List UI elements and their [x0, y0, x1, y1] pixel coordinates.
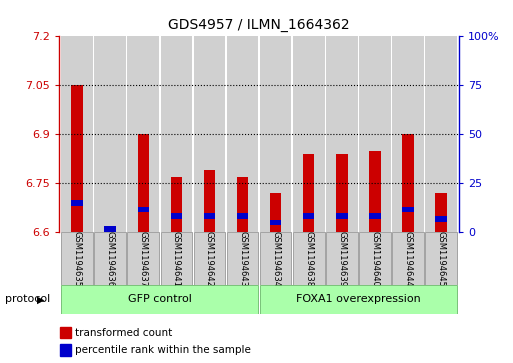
Text: FOXA1 overexpression: FOXA1 overexpression — [296, 294, 421, 305]
Bar — [303, 154, 314, 232]
Bar — [336, 213, 347, 219]
Bar — [204, 213, 215, 219]
Bar — [171, 177, 182, 232]
Bar — [293, 232, 325, 285]
Text: percentile rank within the sample: percentile rank within the sample — [75, 345, 251, 355]
Bar — [270, 220, 282, 225]
Bar — [359, 232, 391, 285]
Text: ▶: ▶ — [37, 294, 45, 305]
Bar — [161, 232, 192, 285]
Bar — [137, 134, 149, 232]
Text: GSM1194637: GSM1194637 — [139, 231, 148, 287]
Bar — [270, 193, 282, 232]
Bar — [60, 344, 71, 356]
Bar — [392, 36, 424, 232]
Bar — [260, 232, 291, 285]
Text: GSM1194634: GSM1194634 — [271, 231, 280, 287]
Text: GSM1194636: GSM1194636 — [106, 231, 115, 287]
Bar — [236, 213, 248, 219]
Bar — [94, 232, 126, 285]
Bar — [62, 285, 259, 314]
Bar — [227, 36, 259, 232]
Text: GSM1194640: GSM1194640 — [370, 231, 379, 286]
Bar — [193, 232, 225, 285]
Bar — [326, 36, 358, 232]
Bar — [60, 327, 71, 338]
Bar — [402, 134, 413, 232]
Bar — [161, 36, 192, 232]
Text: GSM1194641: GSM1194641 — [172, 231, 181, 286]
Bar — [402, 207, 413, 212]
Bar — [303, 213, 314, 219]
Bar — [94, 36, 126, 232]
Bar — [204, 170, 215, 232]
Bar — [236, 177, 248, 232]
Bar — [369, 151, 381, 232]
Bar — [193, 36, 225, 232]
Bar — [260, 36, 291, 232]
Bar — [71, 85, 83, 232]
Bar — [127, 36, 159, 232]
Bar — [326, 232, 358, 285]
Bar — [62, 232, 93, 285]
Bar — [392, 232, 424, 285]
Text: GSM1194639: GSM1194639 — [337, 231, 346, 287]
Bar — [336, 154, 347, 232]
Bar — [359, 36, 391, 232]
Bar — [127, 232, 159, 285]
Bar — [105, 226, 116, 232]
Bar — [71, 200, 83, 206]
Bar — [435, 193, 447, 232]
Text: protocol: protocol — [5, 294, 50, 305]
Title: GDS4957 / ILMN_1664362: GDS4957 / ILMN_1664362 — [168, 19, 350, 33]
Text: GFP control: GFP control — [128, 294, 192, 305]
Bar — [293, 36, 325, 232]
Bar — [171, 213, 182, 219]
Text: GSM1194644: GSM1194644 — [403, 231, 412, 286]
Text: GSM1194635: GSM1194635 — [73, 231, 82, 287]
Bar — [435, 216, 447, 222]
Bar — [227, 232, 259, 285]
Bar — [62, 36, 93, 232]
Bar — [260, 285, 457, 314]
Text: GSM1194643: GSM1194643 — [238, 231, 247, 287]
Text: transformed count: transformed count — [75, 327, 172, 338]
Bar — [369, 213, 381, 219]
Text: GSM1194642: GSM1194642 — [205, 231, 214, 286]
Bar — [105, 226, 116, 232]
Bar — [425, 232, 457, 285]
Bar — [137, 207, 149, 212]
Bar — [425, 36, 457, 232]
Text: GSM1194645: GSM1194645 — [437, 231, 445, 286]
Text: GSM1194638: GSM1194638 — [304, 231, 313, 287]
